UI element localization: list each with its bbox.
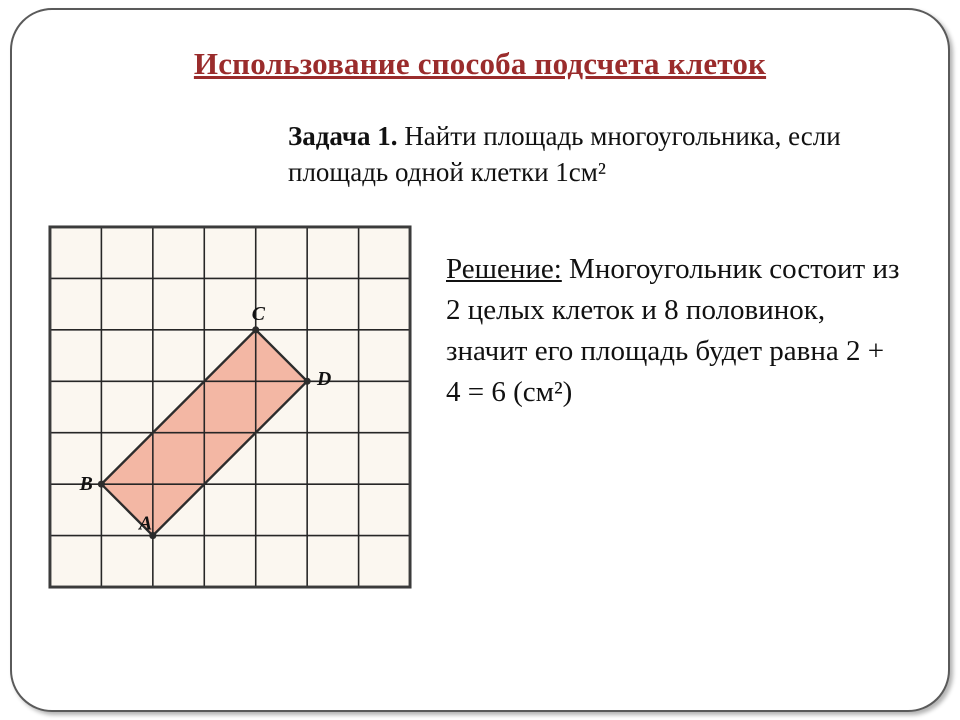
svg-text:C: C (252, 303, 266, 325)
content-row: A B C D Решение: Многоугольник состоит из 2… (48, 221, 912, 605)
grid-svg: A B C D (46, 209, 414, 605)
grid-diagram: A B C D (46, 209, 414, 605)
svg-text:D: D (316, 368, 331, 390)
slide-card: Использование способа подсчета клеток За… (10, 8, 950, 712)
solution-text-block: Решение: Многоугольник состоит из 2 целы… (446, 221, 912, 414)
svg-text:A: A (137, 513, 152, 535)
solution-lead: Решение: (446, 253, 562, 285)
svg-text:B: B (79, 473, 93, 495)
problem-statement: Задача 1. Найти площадь многоугольника, … (288, 118, 902, 191)
slide-title: Использование способа подсчета клеток (48, 46, 912, 82)
problem-lead: Задача 1. (288, 121, 398, 151)
